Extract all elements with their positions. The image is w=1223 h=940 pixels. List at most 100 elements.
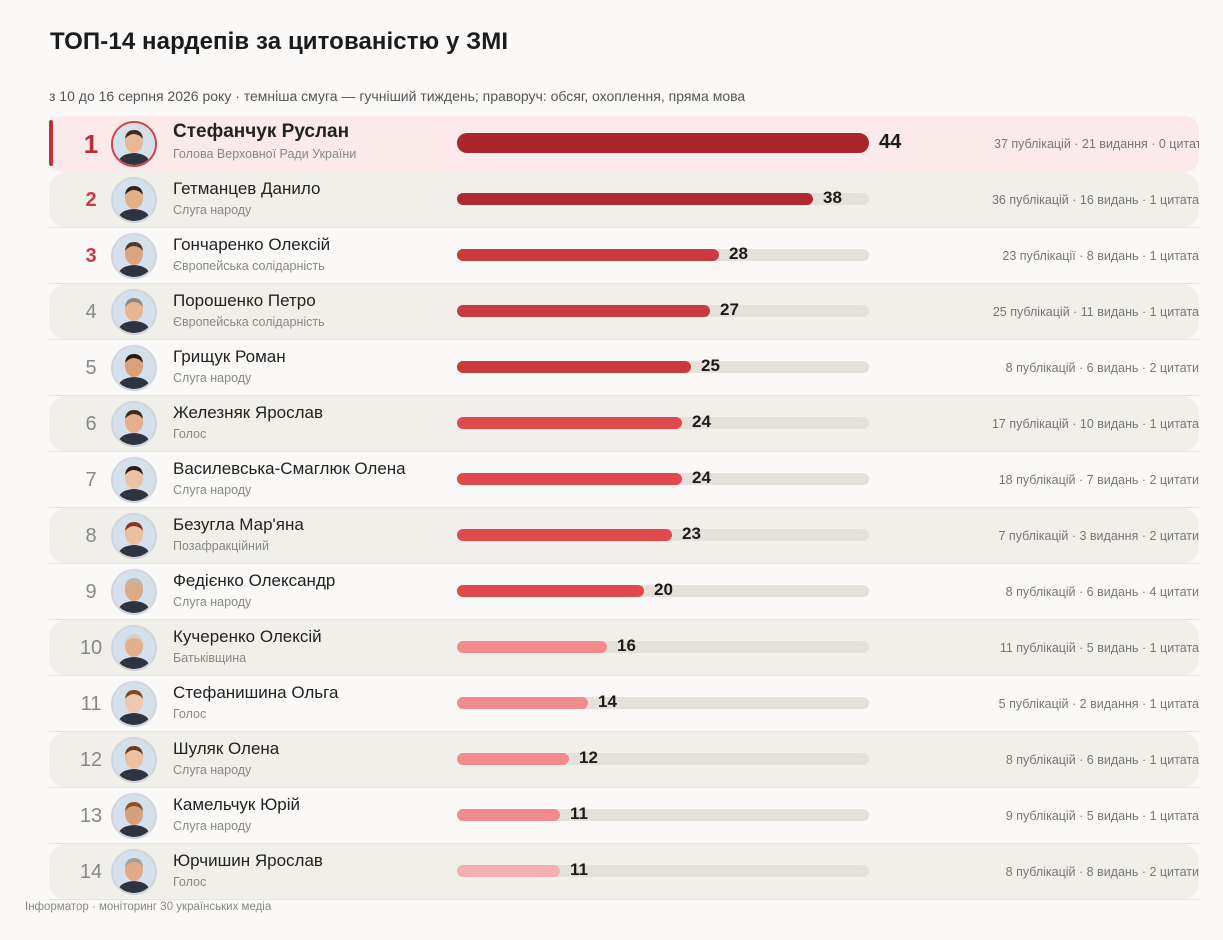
mp-party: Батьківщина [173, 651, 247, 665]
mp-party: Слуга народу [173, 483, 252, 497]
table-row: 14 Юрчишин Ярослав Голос 11 8 публікацій · 8… [49, 844, 1199, 900]
row-divider [49, 507, 1199, 508]
bar-value-label: 11 [570, 860, 588, 879]
bar-track [457, 133, 869, 153]
row-divider [49, 395, 1199, 396]
mp-party: Голос [173, 875, 207, 889]
bar-value-label: 25 [701, 356, 720, 375]
mp-stats: 18 публікацій · 7 видань · 2 цитати [998, 473, 1199, 487]
avatar [111, 121, 157, 167]
mp-stats: 37 публікацій · 21 видання · 0 цитат [994, 137, 1199, 151]
mp-name: Камельчук Юрій [173, 795, 300, 814]
bar [457, 305, 710, 317]
row-divider [49, 563, 1199, 564]
bar [457, 641, 607, 653]
avatar [111, 569, 157, 615]
rank-number: 7 [85, 468, 97, 491]
mp-party: Голос [173, 427, 207, 441]
mp-name: Безугла Мар'яна [173, 515, 304, 534]
avatar [111, 681, 157, 727]
table-row: 2 Гетманцев Данило Слуга народу 38 36 публік… [49, 172, 1199, 228]
mp-name: Юрчишин Ярослав [173, 851, 323, 870]
bar [457, 193, 813, 205]
row-divider [49, 731, 1199, 732]
bar-value-label: 28 [729, 244, 748, 263]
mp-stats: 8 публікацій · 6 видань · 4 цитати [1005, 585, 1199, 599]
bar [457, 133, 869, 153]
rank-number: 6 [85, 412, 97, 435]
mp-name: Федієнко Олександр [173, 571, 336, 590]
row-divider [49, 843, 1199, 844]
bar-value-label: 23 [682, 524, 701, 543]
table-row: 8 Безугла Мар'яна Позафракційний 23 7 публік… [49, 508, 1199, 564]
rank-number: 9 [85, 580, 97, 603]
mp-name: Железняк Ярослав [173, 403, 324, 422]
bar [457, 585, 644, 597]
bar-value-label: 38 [823, 188, 842, 207]
mp-name: Шуляк Олена [173, 739, 280, 758]
bar-track [457, 809, 869, 821]
mp-name: Гончаренко Олексій [173, 235, 331, 254]
table-row: 1 Стефанчук Руслан Голова Верховної Ради У… [49, 116, 1199, 172]
avatar [111, 849, 157, 895]
rank-number: 10 [79, 636, 103, 659]
rank-number: 8 [85, 524, 97, 547]
avatar [111, 345, 157, 391]
chart-subtitle: з 10 до 16 серпня 2026 року · темніша см… [49, 88, 746, 104]
mp-name: Порошенко Петро [173, 291, 316, 310]
row-divider [49, 619, 1199, 620]
mp-name: Стефанишина Ольга [173, 683, 339, 702]
bar-value-label: 27 [720, 300, 739, 319]
bar-value-label: 20 [654, 580, 673, 599]
avatar [111, 513, 157, 559]
mp-stats: 5 публікацій · 2 видання · 1 цитата [998, 697, 1199, 711]
mp-name: Стефанчук Руслан [173, 121, 350, 142]
bar-value-label: 24 [692, 468, 711, 487]
rank-number: 12 [79, 748, 103, 771]
table-row: 4 Порошенко Петро Європейська солідарність… [49, 284, 1199, 340]
table-row: 10 Кучеренко Олексій Батьківщина 16 11 публі… [49, 620, 1199, 676]
table-row: 6 Железняк Ярослав Голос 24 17 публікацій · … [49, 396, 1199, 452]
mp-party: Слуга народу [173, 371, 252, 385]
leader-accent-bar [49, 120, 53, 166]
rank-number: 13 [79, 804, 103, 827]
row-divider [49, 899, 1199, 900]
avatar [111, 401, 157, 447]
avatar [111, 233, 157, 279]
bar-track [457, 417, 869, 429]
mp-party: Слуга народу [173, 763, 252, 777]
bar [457, 361, 691, 373]
mp-name: Грищук Роман [173, 347, 286, 366]
avatar [111, 793, 157, 839]
mp-party: Голова Верховної Ради України [173, 147, 357, 161]
chart-title: ТОП-14 нардепів за цитованістю у ЗМІ [50, 28, 509, 55]
bar-value-label: 16 [617, 636, 636, 655]
bar [457, 473, 682, 485]
mp-party: Європейська солідарність [173, 259, 325, 273]
table-row: 3 Гончаренко Олексій Європейська солідарні… [49, 228, 1199, 284]
bar-value-label: 44 [879, 131, 902, 153]
row-divider [49, 339, 1199, 340]
mp-stats: 23 публікації · 8 видань · 1 цитата [1002, 249, 1199, 263]
mp-stats: 7 публікацій · 3 видання · 2 цитати [998, 529, 1200, 543]
avatar [111, 177, 157, 223]
mp-stats: 17 публікацій · 10 видань · 1 цитата [991, 417, 1199, 431]
bar-track [457, 249, 869, 261]
bar-track [457, 529, 869, 541]
row-divider [49, 451, 1199, 452]
table-row: 13 Камельчук Юрій Слуга народу 11 9 публікац… [49, 788, 1199, 844]
mp-name: Василевська-Смаглюк Олена [173, 459, 406, 478]
mp-stats: 8 публікацій · 8 видань · 2 цитати [1005, 865, 1199, 879]
bar [457, 753, 569, 765]
row-divider [49, 283, 1199, 284]
source-footer: Інформатор · моніторинг 30 українських м… [25, 901, 272, 913]
bar-value-label: 12 [579, 748, 598, 767]
rank-number: 5 [85, 356, 97, 379]
mp-party: Голос [173, 707, 207, 721]
rank-number: 4 [85, 300, 97, 323]
bar-track [457, 641, 869, 653]
avatar [111, 737, 157, 783]
row-divider [49, 227, 1199, 228]
mp-name: Кучеренко Олексій [173, 627, 322, 646]
row-divider [49, 787, 1199, 788]
